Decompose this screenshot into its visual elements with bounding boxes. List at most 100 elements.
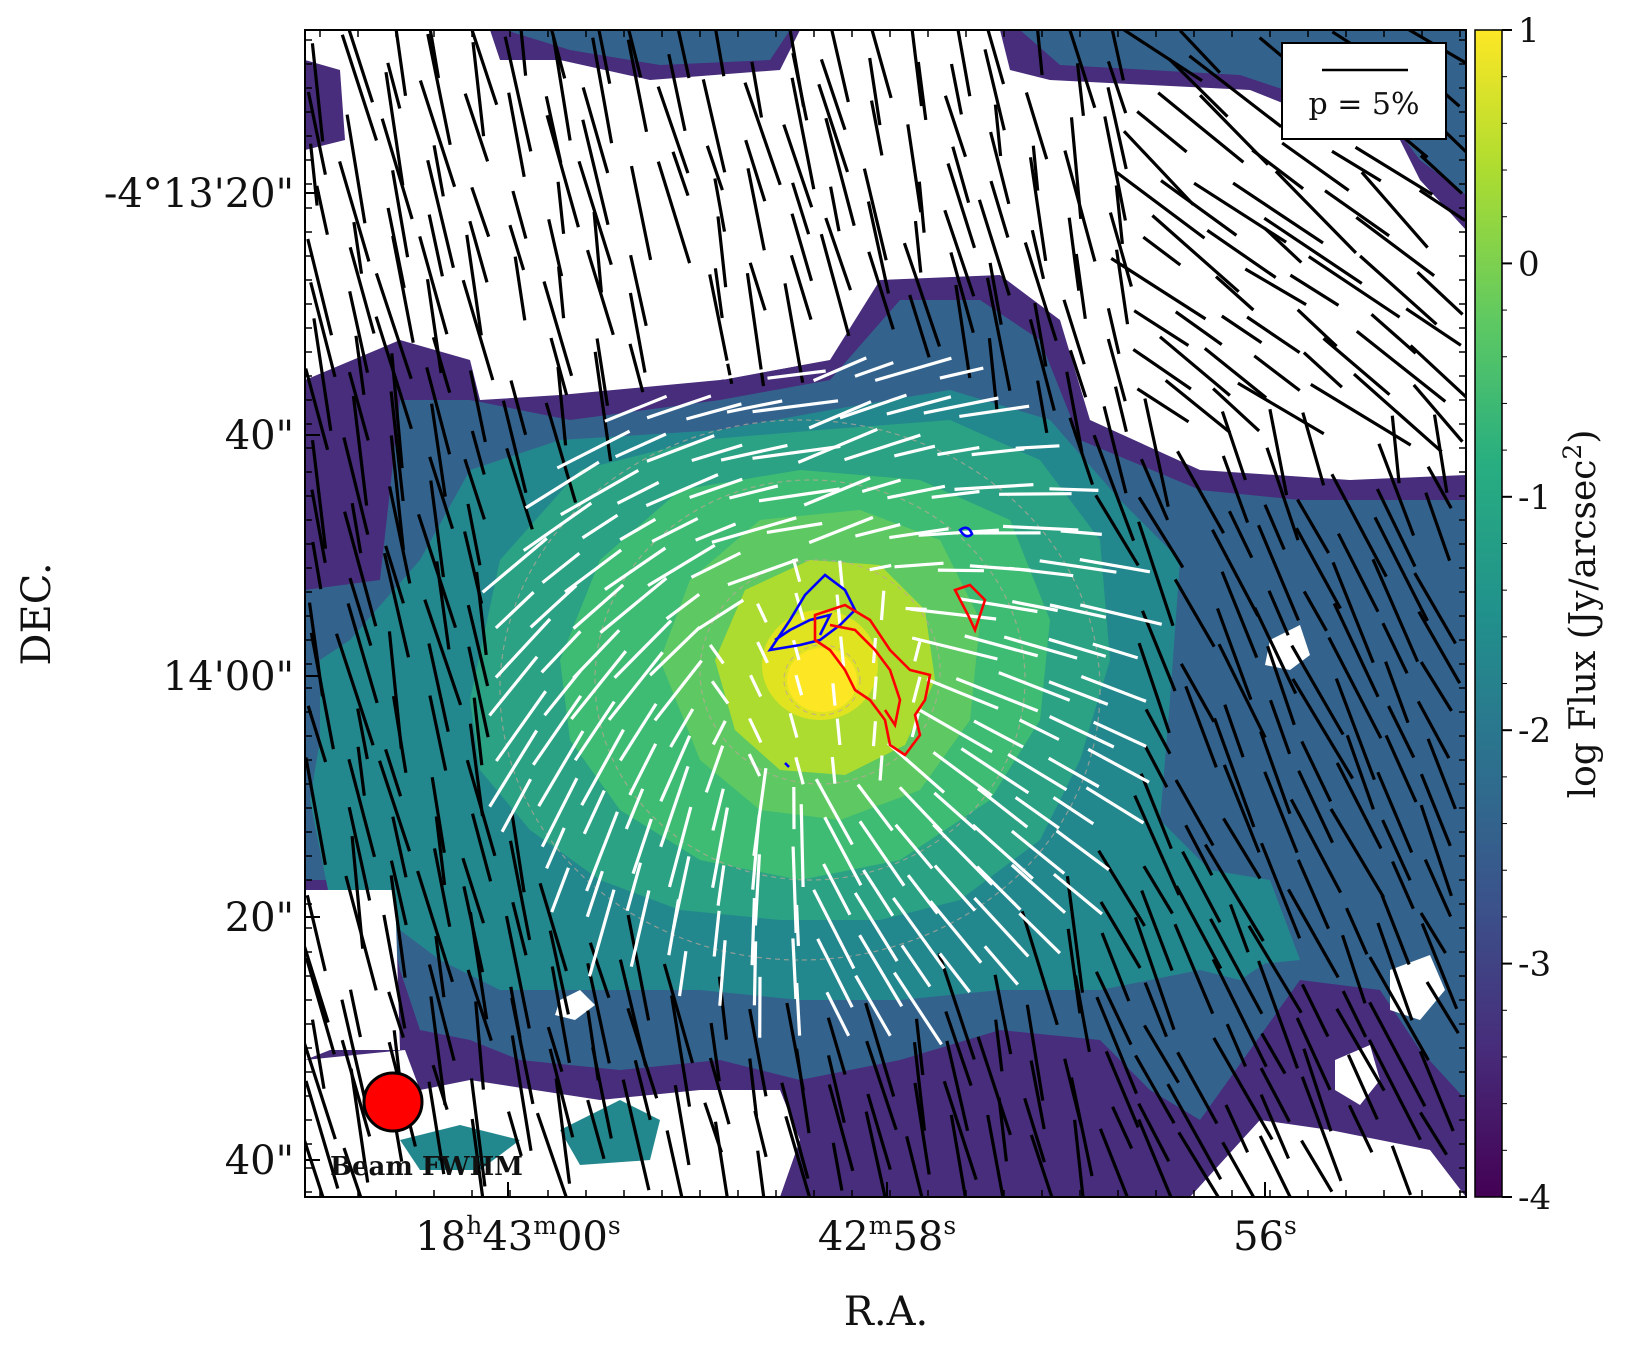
polarization-vector <box>434 816 447 886</box>
polarization-vector <box>394 30 408 97</box>
polarization-vector <box>1375 488 1417 568</box>
polarization-vector <box>1257 524 1300 622</box>
y-axis: -4°13'20" 40" 14'00" 20" 40" DEC. <box>14 171 320 1184</box>
polarization-vector <box>1237 381 1325 436</box>
polarization-vector <box>1418 1050 1455 1132</box>
polarization-vector <box>819 58 847 131</box>
polarization-vector <box>1097 849 1146 927</box>
polarization-vector <box>1368 1001 1427 1107</box>
polarization-vector <box>651 517 699 543</box>
polarization-vector <box>795 904 800 946</box>
polarization-vector <box>1419 773 1452 847</box>
polarization-vector <box>1220 314 1263 345</box>
polarization-vector <box>429 996 447 1106</box>
polarization-vector <box>1028 318 1056 412</box>
polarization-vector <box>511 190 528 240</box>
polarization-vector <box>864 1111 887 1197</box>
polarization-vector <box>350 502 363 554</box>
colorbar-tick-label: -4 <box>1518 1178 1551 1218</box>
polarization-vector <box>1263 226 1303 264</box>
polarization-vector <box>1217 643 1267 739</box>
polarization-vector <box>541 551 581 584</box>
polarization-vector <box>1094 971 1133 1046</box>
polarization-vector <box>552 37 572 141</box>
polarization-vector <box>305 368 330 451</box>
polarization-vector <box>586 1099 606 1160</box>
polarization-vector <box>713 1121 729 1197</box>
polarization-vector <box>814 778 854 846</box>
polarization-vector <box>874 356 952 382</box>
polarization-vector <box>1143 744 1169 789</box>
polarization-vector <box>893 444 936 458</box>
polarization-vector <box>1244 267 1307 306</box>
polarization-vector <box>1092 720 1147 748</box>
polarization-vector <box>1030 229 1046 280</box>
polarization-vector <box>830 30 850 103</box>
y-tick-label: 14'00" <box>163 654 294 700</box>
polarization-vector <box>494 690 548 762</box>
polarization-vector <box>789 254 813 321</box>
colorbar-label-main: log Flux (Jy/arcsec <box>1563 460 1604 799</box>
colorbar-tick-label: 0 <box>1518 244 1540 284</box>
polarization-vector <box>1419 804 1453 897</box>
polarization-vector <box>549 337 569 396</box>
polarization-vector <box>1003 635 1078 660</box>
polarization-vector <box>911 676 922 703</box>
polarization-vector <box>946 163 977 249</box>
polarization-vector <box>900 944 932 988</box>
polarization-vector <box>564 548 623 594</box>
x-tick-label-unit: m <box>869 1211 893 1240</box>
polarization-vector <box>305 894 327 972</box>
polarization-vector <box>374 272 413 380</box>
polarization-vector <box>624 788 645 830</box>
polarization-vector <box>872 676 878 700</box>
polarization-vector <box>1085 786 1145 825</box>
polarization-vector <box>481 537 548 594</box>
polarization-vector <box>466 969 493 1042</box>
polarization-vector <box>488 655 539 717</box>
polarization-vector <box>348 577 373 647</box>
polarization-vector <box>1203 843 1265 942</box>
polarization-vector <box>1334 678 1376 781</box>
polarization-vector <box>427 964 456 1061</box>
polarization-vector <box>826 1017 847 1076</box>
polarization-vector <box>305 1039 337 1140</box>
polarization-vector <box>1413 572 1457 645</box>
polarization-vector <box>1036 380 1049 434</box>
polarization-vector <box>1223 704 1245 758</box>
polarization-vector <box>1291 678 1354 780</box>
polarization-vector <box>902 242 942 348</box>
polarization-vector <box>705 145 724 191</box>
polarization-vector <box>1067 217 1081 291</box>
polarization-vector <box>1302 351 1343 389</box>
red-outflow-contour <box>829 623 902 729</box>
polarization-vector <box>1307 255 1401 319</box>
polarization-vector <box>659 735 692 802</box>
polarization-vector <box>585 870 604 918</box>
polarization-vector <box>587 889 616 977</box>
polarization-vector <box>986 1114 1005 1197</box>
polarization-vector <box>756 603 768 623</box>
polarization-vector <box>1015 444 1060 450</box>
polarization-vector <box>697 598 745 631</box>
beam-fwhm-label: Beam FWHM <box>330 1152 523 1182</box>
polarization-vector <box>426 159 455 269</box>
polarization-vector <box>1175 885 1223 970</box>
polarization-vector <box>1212 387 1261 433</box>
polarization-vector <box>614 432 667 459</box>
polarization-vector <box>1132 348 1192 391</box>
polarization-vector <box>870 30 893 99</box>
polarization-vector <box>1092 642 1139 660</box>
polarization-vector <box>689 477 743 500</box>
polarization-vector <box>989 131 1011 205</box>
polarization-vector <box>311 541 323 590</box>
polarization-vector <box>1367 1039 1422 1141</box>
polarization-vector <box>665 593 701 621</box>
polarization-vector <box>709 1022 721 1082</box>
polarization-vector <box>960 747 1030 795</box>
polarization-vector <box>1023 242 1058 342</box>
polarization-vector <box>713 178 727 232</box>
polarization-vector <box>892 971 943 1046</box>
polarization-vector <box>1025 1004 1045 1101</box>
polarization-vector <box>1371 558 1420 663</box>
